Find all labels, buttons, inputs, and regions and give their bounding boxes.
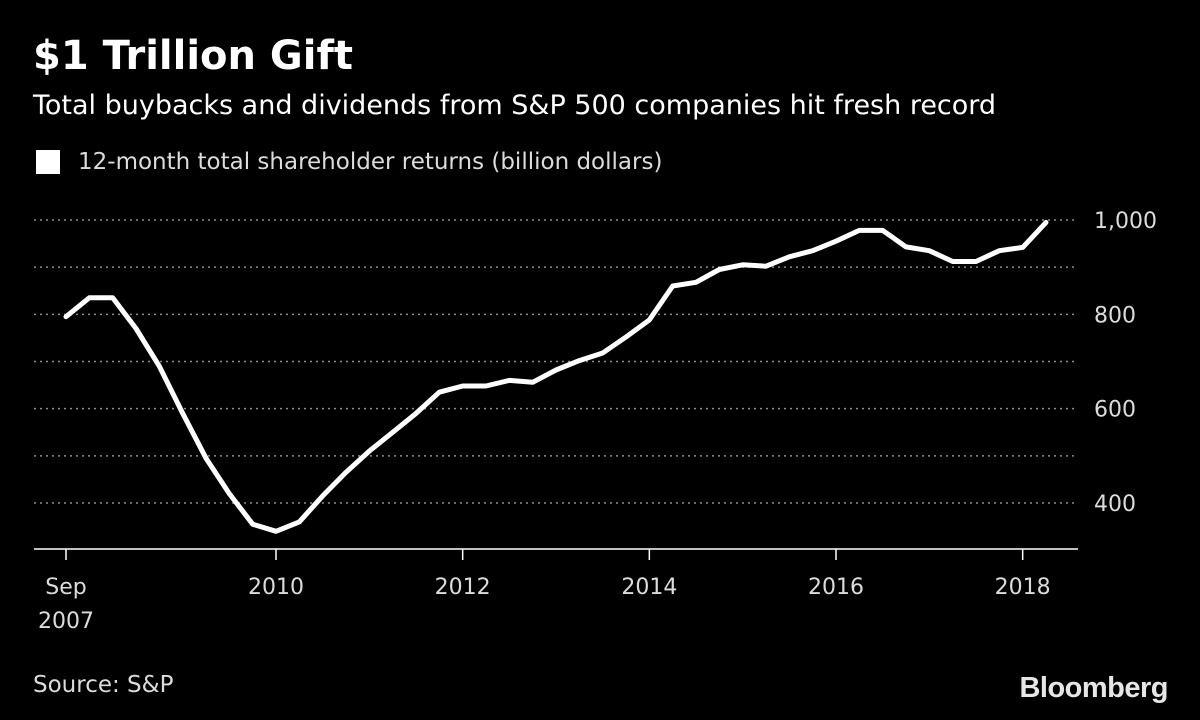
series-line-shareholder-returns (63, 219, 1049, 534)
legend: 12-month total shareholder returns (bill… (36, 142, 662, 182)
axis-layer (34, 548, 1078, 560)
x-tick-label: 2010 (248, 575, 304, 600)
legend-swatch (36, 150, 60, 174)
label-layer: 1,000 800 600 400 Sep 2007 2010 2012 2014 2016 201… (38, 209, 1157, 634)
y-tick-label: 400 (1094, 492, 1136, 517)
x-tick-label: 2016 (808, 575, 864, 600)
source-note: Source: S&P (33, 672, 174, 698)
x-tick-label-year: 2007 (38, 609, 94, 634)
y-tick-label: 1,000 (1094, 209, 1157, 234)
x-tick-label: Sep (45, 575, 86, 600)
chart-subtitle: Total buybacks and dividends from S&P 50… (33, 90, 997, 121)
y-tick-label: 600 (1094, 398, 1136, 423)
x-tick-label: 2012 (435, 575, 491, 600)
chart-title: $1 Trillion Gift (33, 33, 353, 79)
x-tick-label: 2014 (621, 575, 677, 600)
y-tick-label: 800 (1094, 303, 1136, 328)
grid-layer (34, 219, 1078, 504)
series-layer (63, 219, 1049, 534)
x-tick-label: 2018 (995, 575, 1051, 600)
bloomberg-logo: Bloomberg (1019, 672, 1168, 704)
legend-label: 12-month total shareholder returns (bill… (78, 149, 663, 175)
